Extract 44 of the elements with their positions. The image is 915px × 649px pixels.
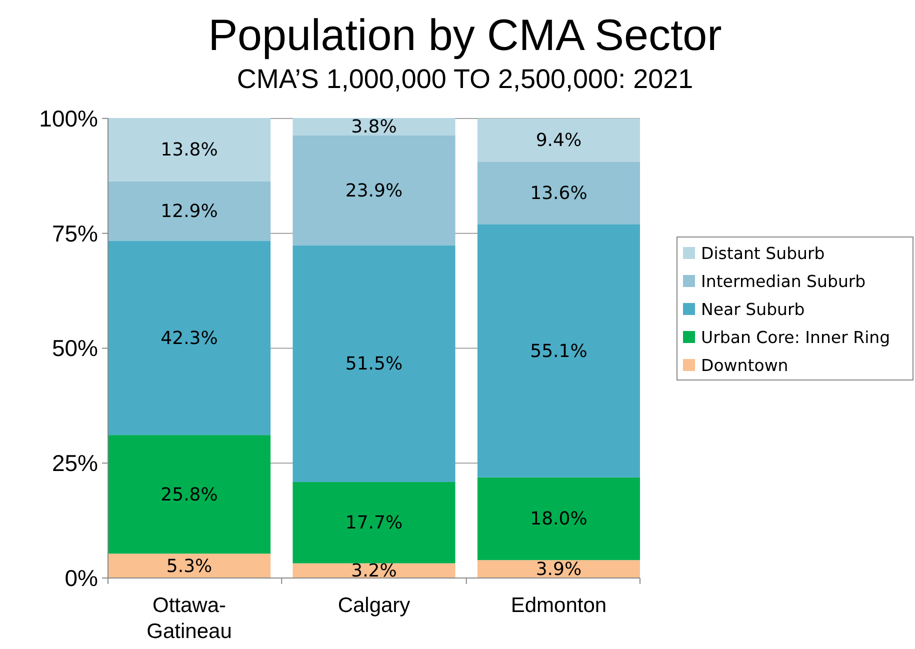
y-tick-label: 50% bbox=[52, 335, 98, 362]
bar bbox=[108, 554, 271, 578]
bar bbox=[292, 482, 456, 564]
y-tick-label: 75% bbox=[52, 220, 98, 246]
x-tick-label: Ottawa-Gatineau bbox=[146, 594, 232, 643]
data-label: 9.4% bbox=[536, 130, 582, 152]
x-tick-label: Edmonton bbox=[510, 594, 607, 617]
y-tick-label: 25% bbox=[52, 450, 98, 476]
data-label: 17.7% bbox=[345, 512, 403, 534]
data-label: 42.3% bbox=[160, 328, 218, 349]
data-label: 55.1% bbox=[530, 340, 588, 362]
bar bbox=[292, 135, 456, 246]
bar bbox=[477, 477, 640, 560]
data-label: 13.6% bbox=[530, 182, 588, 204]
bar bbox=[477, 560, 640, 578]
data-label: 51.5% bbox=[345, 354, 403, 375]
data-label: 25.8% bbox=[160, 484, 218, 506]
bar bbox=[477, 224, 640, 478]
chart-subtitle: CMA’S 1,000,000 TO 2,500,000: 2021 bbox=[236, 64, 694, 94]
data-label: 3.2% bbox=[351, 560, 397, 582]
data-label: 3.8% bbox=[351, 116, 397, 138]
bar bbox=[477, 118, 640, 162]
bar bbox=[108, 240, 271, 436]
bar bbox=[108, 118, 271, 182]
data-label: 23.9% bbox=[345, 180, 403, 202]
y-tick-label: 0% bbox=[64, 565, 98, 591]
data-label: 3.9% bbox=[536, 559, 582, 580]
bar bbox=[477, 162, 640, 224]
bar bbox=[108, 181, 271, 241]
bar bbox=[108, 435, 271, 554]
legend-label: Urban Core: Inner Ring bbox=[701, 328, 890, 347]
data-label: 5.3% bbox=[166, 556, 212, 577]
data-label: 18.0% bbox=[530, 508, 588, 530]
chart-title: Population by CMA Sector bbox=[208, 11, 722, 60]
legend-label: Distant Suburb bbox=[701, 244, 825, 263]
y-tick-label: 100% bbox=[39, 105, 98, 132]
legend-label: Downtown bbox=[701, 356, 788, 375]
legend-label: Near Suburb bbox=[701, 300, 805, 319]
data-label: 13.8% bbox=[160, 140, 218, 161]
bar bbox=[292, 245, 456, 482]
bar bbox=[292, 118, 456, 136]
data-label: 12.9% bbox=[160, 201, 218, 222]
legend-label: Intermedian Suburb bbox=[701, 272, 866, 291]
x-tick-label: Calgary bbox=[338, 594, 411, 617]
